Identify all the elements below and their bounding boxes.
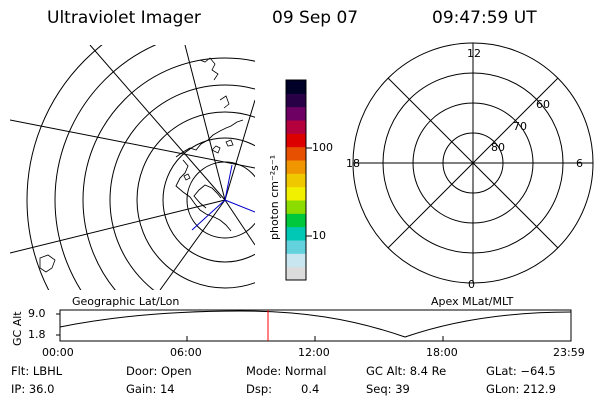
geographic-panel-label: Geographic Lat/Lon: [72, 295, 180, 308]
altitude-xtick-1200: 12:00: [298, 346, 330, 359]
color-bar-segment: [286, 120, 306, 134]
geographic-map: [10, 45, 255, 290]
altitude-xtick-1800: 18:00: [426, 346, 458, 359]
altitude-ytick-9: 9.0: [28, 307, 46, 320]
mlt-label-0: 0: [468, 278, 475, 291]
mlt-label-6: 6: [576, 157, 583, 170]
color-bar-segment: [286, 80, 306, 94]
lon-line: [224, 99, 255, 201]
color-bar-tick-10: 10: [312, 229, 326, 242]
lon-line: [224, 199, 255, 246]
lat-circle: [136, 111, 255, 289]
color-bar-segment: [286, 186, 306, 201]
mlat-label-70: 70: [513, 120, 527, 133]
color-bar-frame: [285, 79, 307, 281]
color-bar-segment: [286, 226, 306, 241]
ip-readout: IP: 36.0: [11, 382, 55, 396]
lat-circle: [26, 45, 103, 290]
lon-line: [159, 199, 226, 290]
color-bar: [286, 80, 306, 281]
coastline: [199, 57, 230, 109]
time-label: 09:47:59 UT: [432, 8, 537, 28]
island: [183, 139, 234, 181]
mlt-label-18: 18: [346, 157, 360, 170]
color-bar-segment: [286, 213, 306, 228]
mlt-line: [387, 77, 559, 249]
date-label: 09 Sep 07: [272, 8, 359, 28]
color-bar-segment: [286, 266, 306, 281]
color-bar-segment: [286, 146, 306, 161]
gain-readout: Gain: 14: [126, 382, 175, 396]
color-bar-segment: [286, 200, 306, 214]
glat-readout: GLat: −64.5: [486, 364, 556, 378]
dsp-value: 0.4: [301, 382, 320, 396]
magnetic-line: [224, 164, 233, 201]
color-bar-segment: [286, 173, 306, 188]
color-bar-segment: [286, 160, 306, 174]
altitude-ticks: [56, 313, 444, 341]
seq-readout: Seq: 39: [366, 382, 410, 396]
altitude-ytick-1-8: 1.8: [28, 328, 46, 341]
altitude-xtick-0600: 06:00: [170, 346, 202, 359]
filter-readout: Flt: LBHL: [11, 364, 63, 378]
mlat-label-80: 80: [491, 141, 505, 154]
lat-circle: [162, 137, 255, 263]
apex-panel-label: Apex MLat/MLT: [431, 295, 514, 308]
magnetic-line: [224, 199, 255, 213]
lat-circle: [54, 45, 157, 290]
door-readout: Door: Open: [126, 364, 192, 378]
dsp-readout: Dsp:: [246, 382, 273, 396]
lon-line: [10, 199, 226, 254]
lon-line: [10, 119, 255, 169]
color-bar-segment: [286, 133, 306, 148]
lon-line: [89, 45, 226, 201]
color-bar-segment: [286, 240, 306, 254]
altitude-curve: [59, 310, 572, 338]
lon-line: [184, 45, 226, 201]
glon-readout: GLon: 212.9: [486, 382, 556, 396]
color-bar-segment: [286, 106, 306, 121]
color-bar-unit-label: photon cm⁻²s⁻¹: [268, 154, 281, 240]
mode-readout: Mode: Normal: [246, 364, 327, 378]
lat-circle: [109, 84, 255, 290]
coastline: [175, 119, 244, 232]
gc-alt-readout: GC Alt: 8.4 Re: [366, 364, 447, 378]
color-bar-segment: [286, 93, 306, 108]
instrument-title: Ultraviolet Imager: [47, 8, 201, 28]
altitude-xtick-2359: 23:59: [553, 346, 585, 359]
altitude-ylabel: GC Alt: [11, 311, 24, 346]
altitude-xtick-0000: 00:00: [42, 346, 74, 359]
island: [39, 254, 56, 273]
polar-plot: [352, 42, 594, 284]
color-bar-segment: [286, 253, 306, 268]
mlt-label-12: 12: [467, 47, 481, 60]
mlat-label-60: 60: [536, 98, 550, 111]
color-bar-tick-100: 100: [312, 141, 333, 154]
lat-circle: [82, 57, 255, 290]
